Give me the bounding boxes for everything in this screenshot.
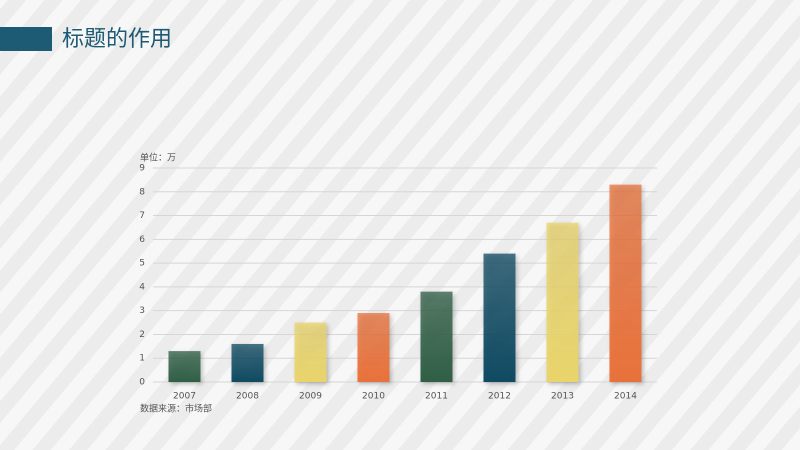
y-tick-label: 1	[139, 354, 145, 364]
bar	[357, 313, 390, 382]
x-tick-label: 2007	[173, 392, 196, 402]
unit-label: 单位：万	[140, 152, 176, 164]
title-accent	[0, 27, 52, 51]
bar	[231, 343, 264, 382]
bar	[168, 351, 201, 382]
y-tick-label: 0	[139, 378, 145, 388]
bar	[420, 291, 453, 382]
y-tick-label: 7	[139, 211, 145, 221]
bar	[609, 184, 642, 382]
y-tick-label: 3	[139, 306, 145, 316]
x-tick-label: 2014	[614, 392, 637, 402]
bar	[483, 253, 516, 382]
y-tick-label: 2	[139, 330, 145, 340]
source-note: 数据来源：市场部	[140, 403, 212, 415]
x-tick-label: 2008	[236, 392, 259, 402]
x-tick-label: 2010	[362, 392, 385, 402]
y-tick-label: 8	[139, 187, 145, 197]
x-tick-label: 2009	[299, 392, 322, 402]
y-tick-label: 9	[139, 164, 145, 174]
x-tick-label: 2013	[551, 392, 574, 402]
y-tick-label: 6	[139, 235, 145, 245]
y-tick-label: 4	[139, 282, 145, 292]
y-tick-label: 5	[139, 259, 145, 269]
x-tick-label: 2011	[425, 392, 448, 402]
bar	[546, 222, 579, 382]
x-tick-label: 2012	[488, 392, 511, 402]
slide-title: 标题的作用	[62, 27, 172, 52]
bar	[294, 322, 327, 382]
